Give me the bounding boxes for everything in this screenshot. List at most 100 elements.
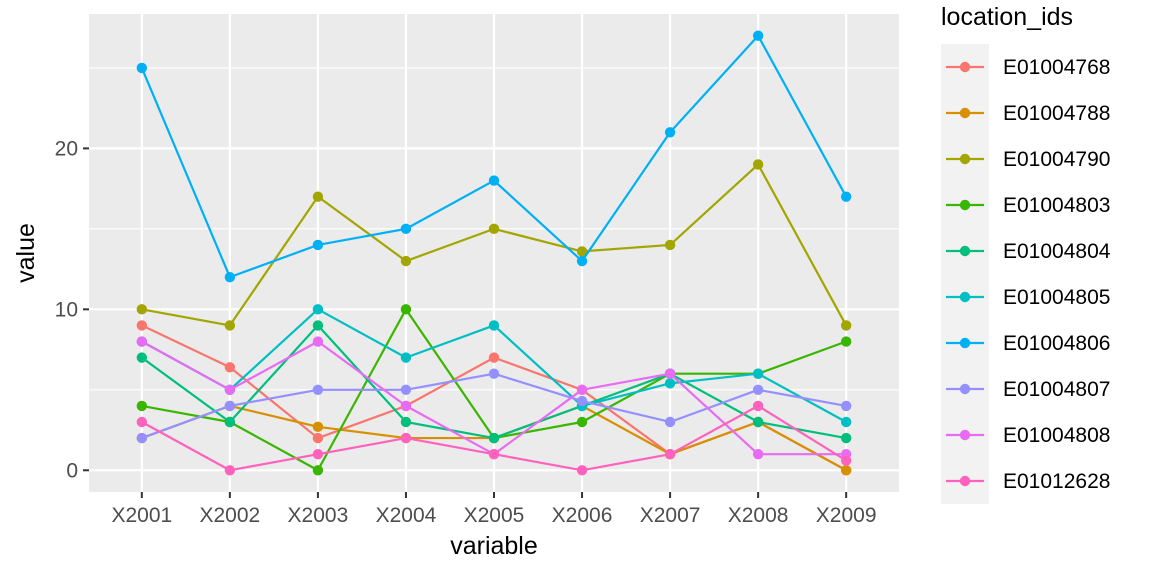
legend-label: E01004806 (1003, 332, 1110, 355)
legend-label: E01004790 (1003, 148, 1110, 171)
data-point (664, 127, 676, 138)
data-point (312, 191, 324, 202)
x-axis: X2001 X2002 X2003 X2004 X2005 X2006 X2007 X2008… (111, 492, 877, 527)
y-tick-label: 0 (66, 459, 78, 482)
data-point (576, 416, 588, 428)
data-point (840, 416, 852, 428)
data-point (488, 223, 500, 235)
data-point (136, 400, 148, 412)
data-point (752, 368, 764, 379)
legend-item: E01004788 (946, 102, 1110, 125)
data-point (312, 465, 324, 476)
x-tick-label: X2003 (288, 504, 349, 527)
data-point (400, 400, 412, 412)
series-E01012628 (136, 400, 852, 476)
data-point (224, 400, 236, 412)
legend-key-point (959, 475, 971, 487)
legend-key-point (959, 61, 971, 73)
data-point (400, 352, 412, 363)
y-tick-label: 20 (55, 137, 78, 160)
legend-key-point (959, 245, 971, 257)
y-tick-label: 10 (55, 298, 78, 321)
data-point (136, 62, 148, 74)
data-point (664, 368, 676, 379)
data-point (840, 400, 852, 412)
x-tick-label: X2007 (640, 504, 701, 527)
data-point (840, 465, 852, 476)
series-layer (136, 30, 852, 476)
data-point (840, 191, 852, 202)
series-E01004790 (136, 159, 852, 331)
data-point (136, 304, 148, 315)
legend-key-point (959, 337, 971, 349)
legend-key-point (959, 429, 971, 441)
data-point (224, 271, 236, 283)
data-point (664, 448, 676, 460)
legend-label: E01004788 (1003, 102, 1110, 125)
data-point (488, 432, 500, 444)
data-point (664, 378, 676, 389)
legend-panel (941, 44, 989, 504)
legend-key-point (959, 199, 971, 211)
data-point (136, 416, 148, 428)
legend-key-point (959, 107, 971, 119)
data-point (576, 395, 588, 407)
data-point (400, 223, 412, 235)
legend-item: E01004790 (946, 148, 1110, 171)
legend-item: E01004805 (946, 286, 1110, 309)
data-point (136, 336, 148, 347)
x-tick-label: X2004 (376, 504, 437, 527)
data-point (400, 384, 412, 396)
data-point (488, 368, 500, 379)
data-point (400, 432, 412, 444)
legend-label: E01012628 (1003, 470, 1110, 493)
x-tick-label: X2008 (728, 504, 789, 527)
x-tick-label: X2005 (464, 504, 525, 527)
data-point (400, 416, 412, 428)
x-tick-label: X2009 (816, 504, 877, 527)
data-point (488, 352, 500, 363)
legend-items: E01004768 E01004788 E01004790 E01004803 E010… (946, 56, 1111, 493)
x-tick-label: X2002 (200, 504, 261, 527)
data-point (224, 362, 236, 373)
data-point (752, 448, 764, 460)
data-point (400, 255, 412, 267)
data-point (312, 421, 324, 433)
data-point (664, 416, 676, 428)
y-axis-title: value (12, 223, 40, 283)
x-tick-label: X2001 (111, 504, 172, 527)
data-point (840, 336, 852, 347)
legend-title: location_ids (941, 3, 1073, 31)
data-point (312, 448, 324, 460)
x-tick-label: X2006 (552, 504, 613, 527)
legend-label: E01004768 (1003, 56, 1110, 79)
legend-item: E01004808 (946, 424, 1110, 447)
data-point (752, 384, 764, 396)
legend-item: E01004768 (946, 56, 1110, 79)
data-point (312, 432, 324, 444)
data-point (224, 384, 236, 396)
data-point (752, 30, 764, 41)
y-axis: 0 10 20 (55, 137, 89, 482)
legend-item: E01004806 (946, 332, 1110, 355)
data-point (752, 159, 764, 170)
data-point (576, 465, 588, 476)
data-point (312, 384, 324, 396)
legend-key-point (959, 291, 971, 303)
data-point (488, 175, 500, 186)
data-point (136, 432, 148, 444)
data-point (312, 336, 324, 347)
data-point (488, 448, 500, 460)
legend-key-point (959, 383, 971, 395)
legend-label: E01004804 (1003, 240, 1111, 263)
data-point (400, 304, 412, 315)
legend-item: E01004803 (946, 194, 1110, 217)
legend-label: E01004807 (1003, 378, 1110, 401)
data-point (576, 255, 588, 267)
x-axis-title: variable (450, 532, 538, 560)
data-point (752, 416, 764, 428)
data-point (576, 384, 588, 396)
series-E01004806 (136, 30, 852, 283)
data-point (840, 320, 852, 331)
data-point (136, 352, 148, 363)
